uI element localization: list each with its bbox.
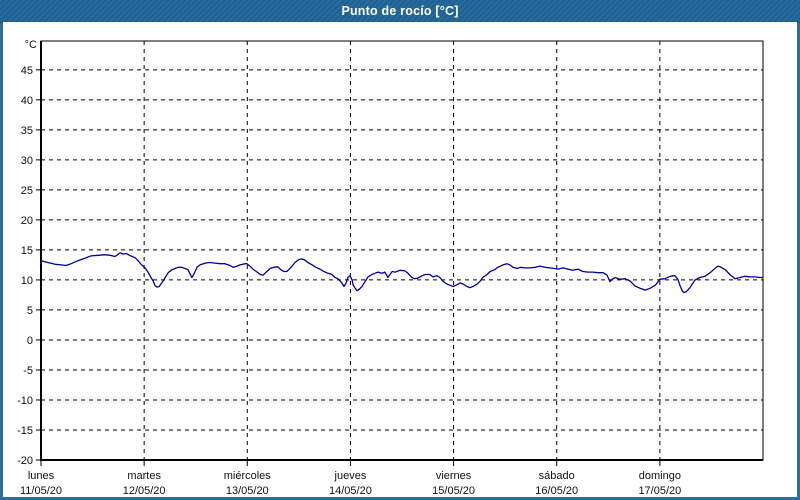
y-tick-label: -10 — [17, 395, 33, 407]
x-day-date: 11/05/20 — [20, 485, 62, 497]
dew-point-line-chart: 45 40 35 30 25 20 15 10 5 0 -5 -10 -15 -20 °C lunes 11/0… — [17, 39, 764, 497]
x-day-name: domingo — [639, 470, 681, 482]
plot-area — [40, 40, 764, 461]
x-day-date: 12/05/20 — [123, 485, 166, 497]
y-tick-label: 45 — [21, 65, 33, 77]
x-gridlines — [40, 41, 661, 466]
chart-content-area: 45 40 35 30 25 20 15 10 5 0 -5 -10 -15 -20 °C lunes 11/0… — [3, 22, 797, 497]
x-day-date: 17/05/20 — [638, 485, 681, 497]
y-axis-unit-label: °C — [25, 39, 37, 51]
y-tick-labels: 45 40 35 30 25 20 15 10 5 0 -5 -10 -15 -20 — [17, 65, 33, 467]
chart-title-bar: Punto de rocío [°C] — [0, 0, 800, 23]
x-day-date: 14/05/20 — [329, 485, 372, 497]
y-tick-label: 0 — [27, 335, 33, 347]
chart-title: Punto de rocío [°C] — [341, 4, 459, 18]
x-day-name: martes — [127, 470, 161, 482]
y-tick-label: -15 — [17, 425, 33, 437]
x-day-name: viernes — [436, 470, 472, 482]
y-tick-label: 15 — [21, 245, 33, 257]
x-day-name: sábado — [539, 470, 575, 482]
x-day-date: 15/05/20 — [432, 485, 475, 497]
y-tick-label: 25 — [21, 185, 33, 197]
series-line-punto-de-rocío — [40, 252, 764, 294]
x-day-name: miércoles — [224, 470, 272, 482]
y-tick-label: 5 — [27, 305, 33, 317]
y-tick-label: 30 — [21, 155, 33, 167]
x-day-name: lunes — [28, 470, 55, 482]
x-day-date: 16/05/20 — [535, 485, 578, 497]
y-tick-label: -20 — [17, 455, 33, 467]
y-tick-label: 35 — [21, 125, 33, 137]
x-tick-labels: lunes 11/05/20 martes 12/05/20 miércoles 13/0… — [20, 470, 681, 497]
y-tick-label: -5 — [23, 365, 33, 377]
y-tick-label: 10 — [21, 275, 33, 287]
y-tick-label: 40 — [21, 95, 33, 107]
x-day-date: 13/05/20 — [226, 485, 269, 497]
y-tick-label: 20 — [21, 215, 33, 227]
y-gridlines — [41, 69, 763, 431]
x-day-name: jueves — [334, 470, 367, 482]
